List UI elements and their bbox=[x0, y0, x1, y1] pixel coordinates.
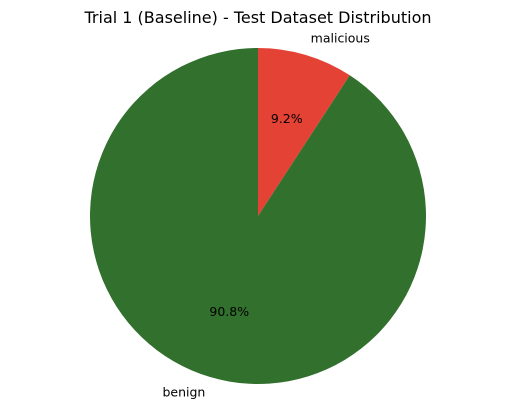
pie-slices bbox=[90, 48, 427, 385]
slice-label-benign: benign bbox=[162, 385, 205, 400]
slice-label-malicious: malicious bbox=[311, 30, 370, 45]
pie-slice-malicious bbox=[258, 48, 350, 216]
chart-title: Trial 1 (Baseline) - Test Dataset Distri… bbox=[84, 8, 432, 27]
pct-label-malicious: 9.2% bbox=[271, 111, 303, 126]
pie-slice-benign bbox=[90, 48, 427, 385]
pct-label-benign: 90.8% bbox=[209, 304, 249, 319]
pie-labels: 9.2% malicious 90.8% benign bbox=[162, 30, 369, 399]
